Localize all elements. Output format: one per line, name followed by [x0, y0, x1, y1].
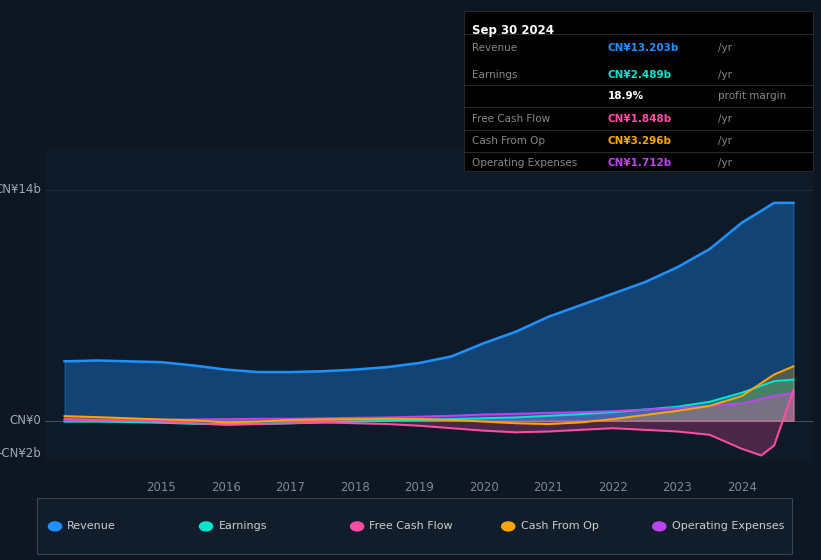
Text: 2022: 2022 — [598, 481, 628, 494]
Text: -CN¥2b: -CN¥2b — [0, 447, 41, 460]
Text: CN¥1.712b: CN¥1.712b — [608, 158, 672, 168]
Text: CN¥13.203b: CN¥13.203b — [608, 43, 679, 53]
Text: /yr: /yr — [718, 158, 732, 168]
Text: 2020: 2020 — [469, 481, 498, 494]
Text: profit margin: profit margin — [718, 91, 787, 101]
Text: 18.9%: 18.9% — [608, 91, 644, 101]
Text: 2019: 2019 — [405, 481, 434, 494]
Text: 2016: 2016 — [211, 481, 241, 494]
Text: /yr: /yr — [718, 114, 732, 124]
Text: 2015: 2015 — [146, 481, 177, 494]
Text: 2021: 2021 — [534, 481, 563, 494]
Text: Earnings: Earnings — [472, 70, 517, 80]
Text: CN¥14b: CN¥14b — [0, 183, 41, 196]
Text: Free Cash Flow: Free Cash Flow — [369, 521, 453, 531]
Text: /yr: /yr — [718, 70, 732, 80]
Text: CN¥2.489b: CN¥2.489b — [608, 70, 672, 80]
Text: Earnings: Earnings — [218, 521, 267, 531]
Text: 2024: 2024 — [727, 481, 757, 494]
Text: Operating Expenses: Operating Expenses — [672, 521, 784, 531]
Text: Cash From Op: Cash From Op — [521, 521, 599, 531]
Text: Sep 30 2024: Sep 30 2024 — [472, 24, 554, 36]
Text: Free Cash Flow: Free Cash Flow — [472, 114, 550, 124]
Text: 2018: 2018 — [340, 481, 369, 494]
Text: CN¥3.296b: CN¥3.296b — [608, 136, 672, 146]
Text: CN¥0: CN¥0 — [10, 414, 41, 427]
Text: 2017: 2017 — [275, 481, 305, 494]
Text: /yr: /yr — [718, 43, 732, 53]
Text: Revenue: Revenue — [472, 43, 517, 53]
Text: /yr: /yr — [718, 136, 732, 146]
Text: CN¥1.848b: CN¥1.848b — [608, 114, 672, 124]
Text: 2023: 2023 — [663, 481, 692, 494]
Text: Cash From Op: Cash From Op — [472, 136, 545, 146]
Text: Revenue: Revenue — [67, 521, 116, 531]
Text: Operating Expenses: Operating Expenses — [472, 158, 577, 168]
